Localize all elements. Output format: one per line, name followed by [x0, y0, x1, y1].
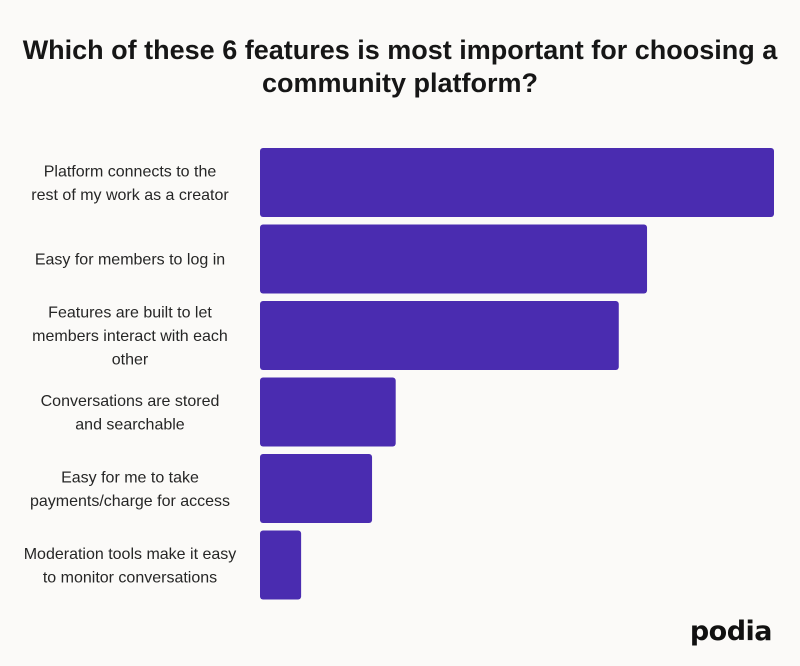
category-label-line: Moderation tools make it easy — [24, 546, 237, 563]
category-label-5: Easy for me to take payments/charge for a… — [30, 469, 230, 510]
category-label-line: rest of my work as a creator — [31, 187, 229, 204]
bar-3 — [260, 301, 619, 370]
bar-4 — [260, 377, 396, 447]
category-label-line: Features are built to let — [48, 305, 212, 322]
category-label-1: Platform connects to the rest of my work … — [31, 163, 229, 204]
category-label-line: other — [112, 352, 149, 369]
category-label-line: to monitor conversations — [43, 569, 217, 586]
bar-1 — [260, 148, 774, 217]
category-label-3: Features are built to let members interac… — [32, 305, 228, 369]
category-label-line: Conversations are stored — [41, 393, 220, 410]
category-label-line: Platform connects to the — [44, 163, 217, 180]
category-label-line: Easy for me to take — [61, 469, 199, 486]
category-label-line: members interact with each — [32, 328, 228, 345]
category-label-4: Conversations are stored and searchable — [41, 393, 220, 434]
podia-logo: podia — [689, 616, 773, 647]
bar-6 — [260, 530, 302, 600]
category-label-6: Moderation tools make it easy to monitor … — [24, 546, 237, 587]
category-label-line: payments/charge for access — [30, 493, 230, 510]
category-label-2: Easy for members to log in — [35, 252, 225, 269]
category-label-line: Easy for members to log in — [35, 252, 225, 269]
chart-title: Which of these 6 features is most import… — [22, 35, 778, 98]
bar-5 — [260, 454, 373, 523]
bar-2 — [260, 224, 648, 294]
category-label-line: and searchable — [75, 416, 185, 433]
